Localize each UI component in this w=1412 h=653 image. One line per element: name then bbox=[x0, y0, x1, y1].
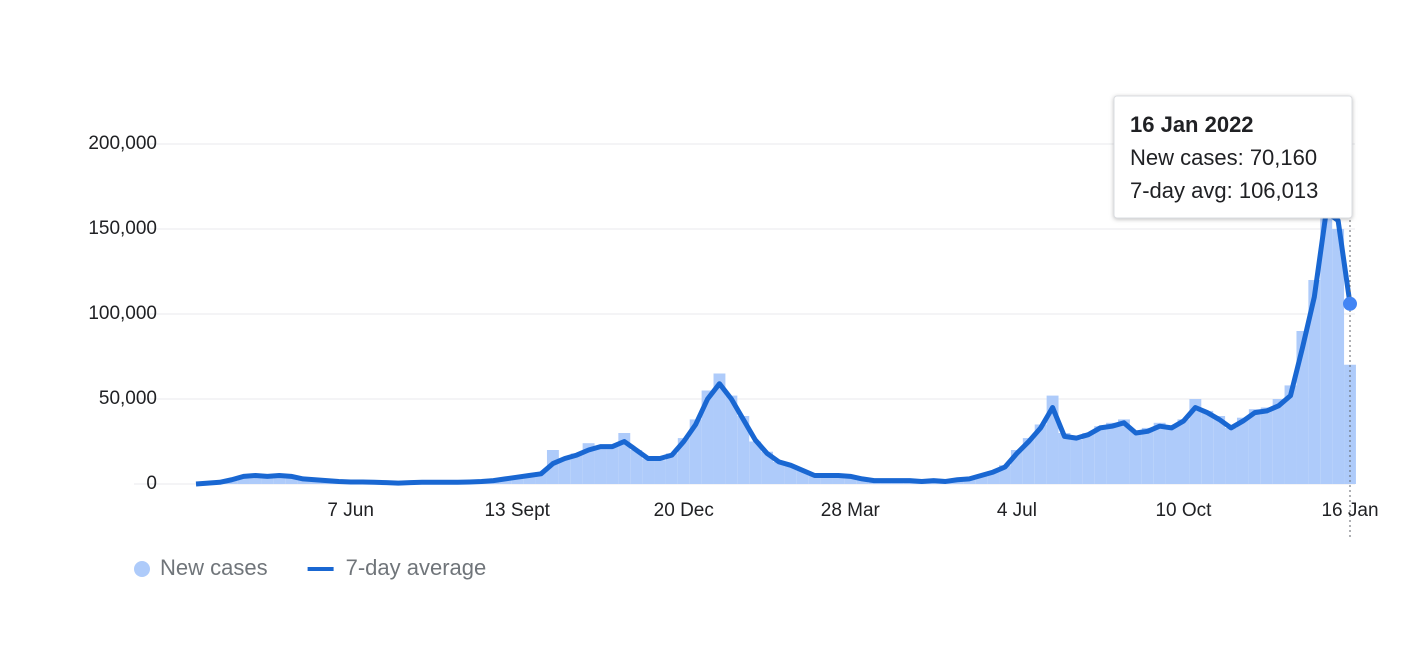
bar bbox=[856, 478, 869, 484]
bar bbox=[1308, 280, 1321, 484]
bar bbox=[1058, 433, 1071, 484]
bar bbox=[1118, 419, 1130, 484]
x-tick-label: 13 Sept bbox=[484, 500, 550, 521]
bar bbox=[1272, 399, 1285, 484]
bar bbox=[546, 450, 559, 484]
bar bbox=[737, 416, 750, 484]
tooltip-line: New cases: 70,160 bbox=[1130, 145, 1317, 170]
bar bbox=[713, 373, 726, 484]
bar bbox=[749, 441, 762, 484]
bar bbox=[249, 475, 262, 484]
bar bbox=[1141, 427, 1154, 484]
bar bbox=[273, 474, 286, 484]
bar bbox=[677, 438, 690, 484]
y-tick-label: 0 bbox=[146, 473, 157, 494]
bar bbox=[832, 475, 845, 484]
bar bbox=[535, 472, 547, 484]
bar bbox=[963, 478, 976, 484]
bar bbox=[570, 453, 583, 484]
bar bbox=[654, 460, 666, 484]
hover-dot bbox=[1343, 296, 1357, 311]
tooltip-title: 16 Jan 2022 bbox=[1130, 112, 1254, 137]
bar bbox=[689, 419, 702, 484]
bar bbox=[558, 458, 571, 484]
bar bbox=[1034, 424, 1047, 484]
bar bbox=[523, 475, 536, 484]
tooltip-line: 7-day avg: 106,013 bbox=[1130, 178, 1318, 203]
bar bbox=[1177, 419, 1190, 484]
bar bbox=[701, 390, 714, 484]
bar bbox=[1046, 395, 1059, 484]
bar bbox=[1010, 450, 1023, 484]
x-tick-label: 7 Jun bbox=[327, 500, 373, 521]
bar bbox=[1070, 439, 1083, 484]
bar bbox=[606, 444, 619, 484]
y-tick-label: 100,000 bbox=[88, 303, 157, 324]
bar bbox=[1213, 416, 1226, 484]
bar bbox=[630, 450, 643, 484]
bar bbox=[1284, 385, 1297, 484]
bar bbox=[261, 476, 274, 484]
x-tick-label: 20 Dec bbox=[654, 500, 714, 521]
y-tick-label: 50,000 bbox=[99, 388, 157, 409]
bar bbox=[844, 476, 857, 484]
bar bbox=[1248, 409, 1261, 484]
x-tick-label: 10 Oct bbox=[1155, 500, 1212, 521]
bar bbox=[1332, 229, 1345, 484]
bar bbox=[1344, 364, 1356, 484]
bar bbox=[1129, 431, 1142, 484]
bar bbox=[1201, 410, 1214, 484]
bar bbox=[237, 475, 250, 484]
bar bbox=[796, 470, 809, 484]
bar bbox=[1225, 427, 1237, 484]
legend-swatch bbox=[134, 561, 150, 577]
bar bbox=[1236, 417, 1249, 484]
tooltip-box bbox=[1113, 95, 1353, 219]
bar bbox=[987, 471, 1000, 484]
bar bbox=[975, 475, 988, 484]
bar bbox=[761, 451, 773, 484]
bar bbox=[1094, 426, 1107, 484]
bar bbox=[1082, 433, 1095, 484]
legend-label: New cases bbox=[160, 555, 268, 580]
x-tick-label: 4 Jul bbox=[997, 500, 1037, 521]
bar bbox=[808, 475, 821, 484]
bar bbox=[784, 465, 797, 484]
bar bbox=[1153, 422, 1166, 484]
bar bbox=[773, 461, 785, 484]
bar bbox=[1296, 331, 1309, 484]
line bbox=[195, 209, 1353, 487]
x-tick-label: 28 Mar bbox=[821, 500, 881, 521]
bar bbox=[725, 395, 738, 484]
bar bbox=[665, 453, 678, 484]
bar bbox=[999, 465, 1011, 484]
bar bbox=[594, 446, 607, 484]
bar bbox=[1189, 399, 1202, 484]
bar bbox=[1106, 422, 1119, 484]
bar bbox=[642, 458, 655, 484]
legend-label: 7-day average bbox=[346, 555, 487, 580]
bar bbox=[820, 475, 833, 484]
bar bbox=[1165, 426, 1178, 484]
bar bbox=[1260, 407, 1273, 484]
bar bbox=[618, 433, 631, 484]
bar bbox=[511, 476, 524, 484]
bar bbox=[1320, 186, 1333, 484]
bar bbox=[1022, 438, 1035, 484]
y-tick-label: 150,000 bbox=[88, 218, 157, 239]
bar bbox=[582, 443, 595, 484]
y-tick-label: 200,000 bbox=[88, 133, 157, 154]
bar bbox=[285, 476, 298, 484]
